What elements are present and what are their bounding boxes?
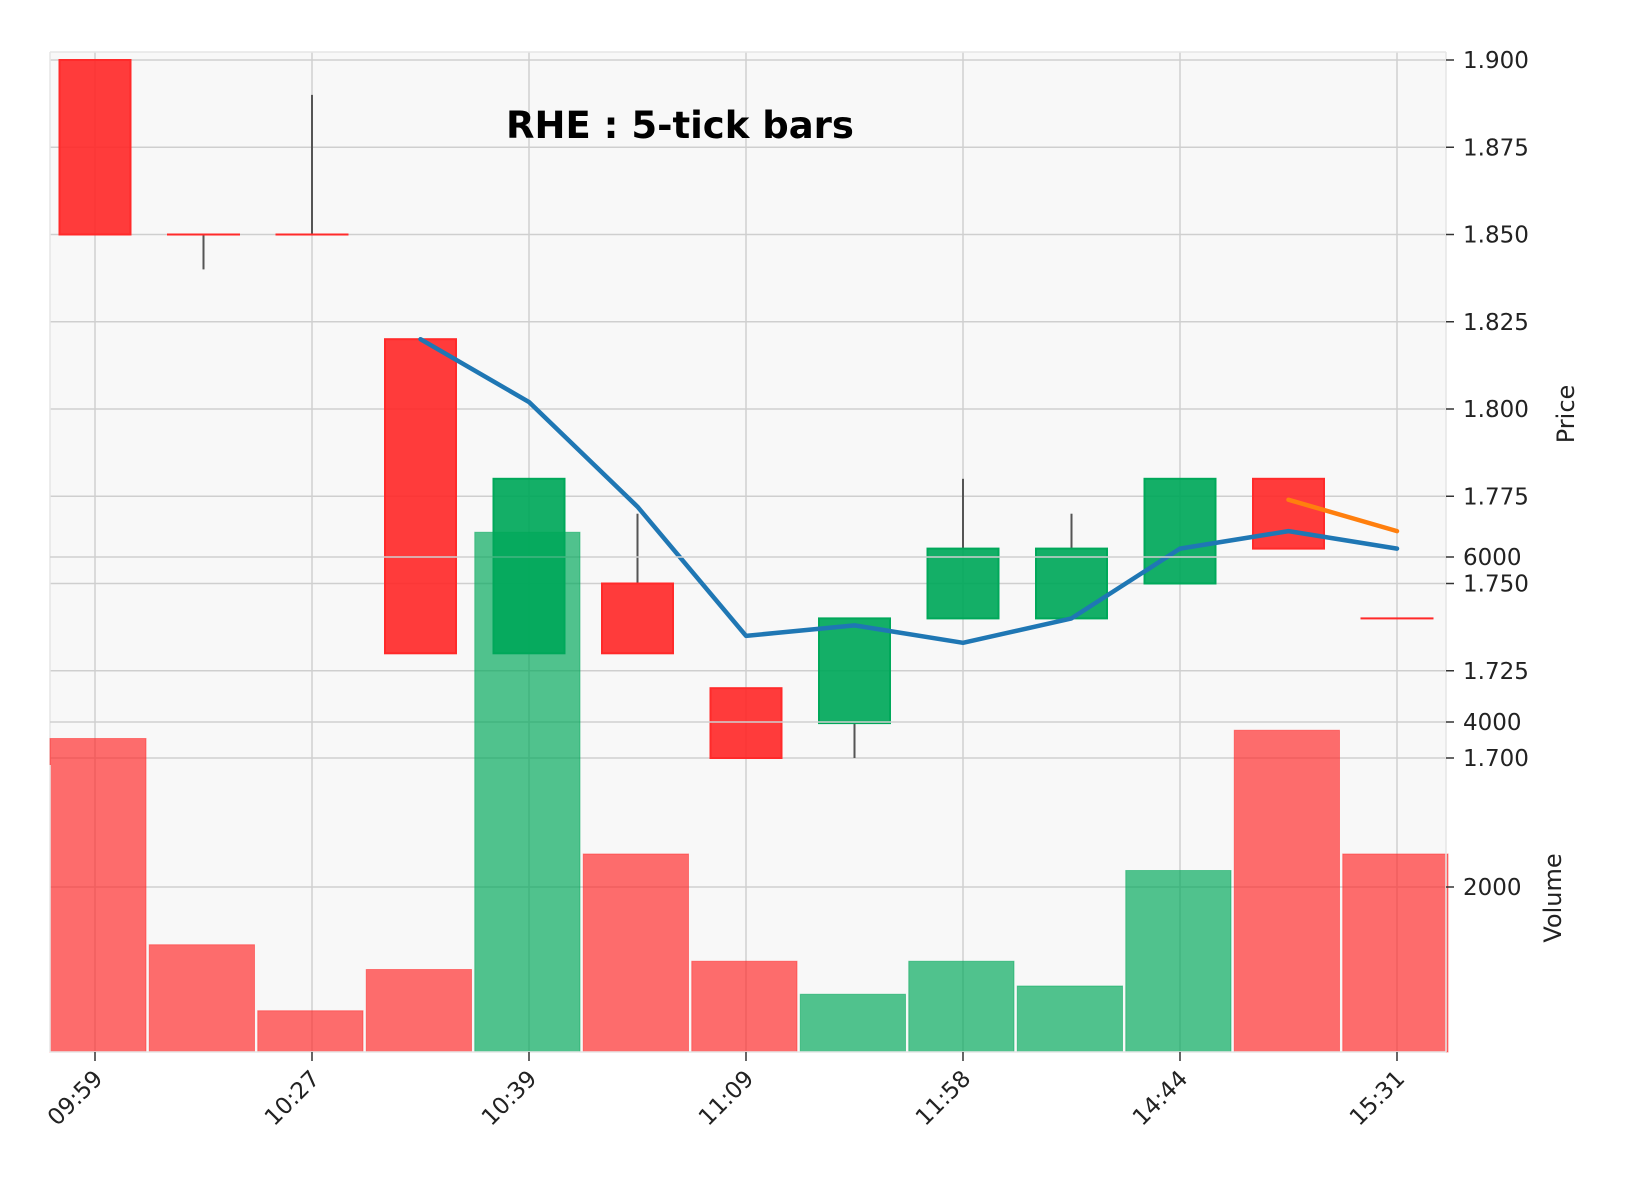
candle-body: [818, 617, 891, 725]
price-tick-label: 1.825: [1463, 310, 1529, 336]
price-tick-label: 1.750: [1463, 572, 1529, 598]
x-tick-label: 14:44: [1128, 1066, 1193, 1131]
volume-bar: [908, 960, 1015, 1053]
volume-bar: [49, 738, 147, 1053]
price-axis: 1.700 1.725 1.750 1.775 1.800 1.825 1.850 1.875…: [1446, 48, 1529, 772]
volume-axis-label: Volume: [1539, 853, 1567, 942]
volume-bar: [257, 1010, 364, 1053]
x-tick-label: 09:59: [43, 1066, 108, 1131]
candle-body: [1252, 477, 1325, 550]
volume-bar: [582, 853, 689, 1053]
volume-bar: [148, 944, 255, 1053]
price-tick-label: 1.725: [1463, 659, 1529, 685]
volume-bars: [49, 531, 1449, 1053]
x-axis: 09:59 10:27 10:39 11:09 11:58 14:44 15:31: [43, 1052, 1410, 1131]
volume-axis: 2000 4000 6000: [1446, 545, 1522, 901]
price-grid: [50, 52, 1446, 765]
price-tick-label: 1.900: [1463, 48, 1529, 74]
x-tick-label: 11:09: [694, 1066, 759, 1131]
volume-tick-label: 4000: [1463, 710, 1522, 736]
price-tick-label: 1.775: [1463, 484, 1529, 510]
x-tick-label: 15:31: [1345, 1066, 1410, 1131]
volume-bar: [365, 969, 472, 1053]
moving-average-line: [1286, 497, 1400, 534]
price-tick-label: 1.800: [1463, 397, 1529, 423]
volume-bar: [1125, 870, 1232, 1053]
candle-body: [926, 547, 1000, 620]
price-tick-label: 1.875: [1463, 135, 1529, 161]
candle-body: [601, 582, 674, 655]
volume-bar: [799, 993, 906, 1053]
volume-bar: [1016, 985, 1123, 1053]
volume-tick-label: 6000: [1463, 545, 1522, 571]
moving-average-line: [418, 336, 1400, 646]
candles: [58, 59, 1434, 760]
volume-bar: [474, 531, 581, 1053]
volume-bar: [1342, 853, 1449, 1053]
volume-bar: [1233, 729, 1340, 1053]
chart-title: RHE : 5-tick bars: [506, 104, 854, 147]
candle-body: [709, 687, 783, 760]
price-tick-label: 1.700: [1463, 746, 1529, 772]
price-tick-label: 1.850: [1463, 223, 1529, 249]
candle-body: [384, 338, 457, 655]
candle-body: [1143, 477, 1217, 585]
moving-average-lines: [418, 336, 1400, 646]
x-tick-label: 10:27: [260, 1066, 325, 1131]
candle-body: [58, 59, 132, 236]
x-tick-label: 11:58: [911, 1066, 976, 1131]
candle-body: [1035, 547, 1108, 620]
price-axis-label: Price: [1552, 385, 1580, 444]
x-tick-label: 10:39: [477, 1066, 542, 1131]
volume-tick-label: 2000: [1463, 875, 1522, 901]
volume-bar: [691, 960, 798, 1053]
